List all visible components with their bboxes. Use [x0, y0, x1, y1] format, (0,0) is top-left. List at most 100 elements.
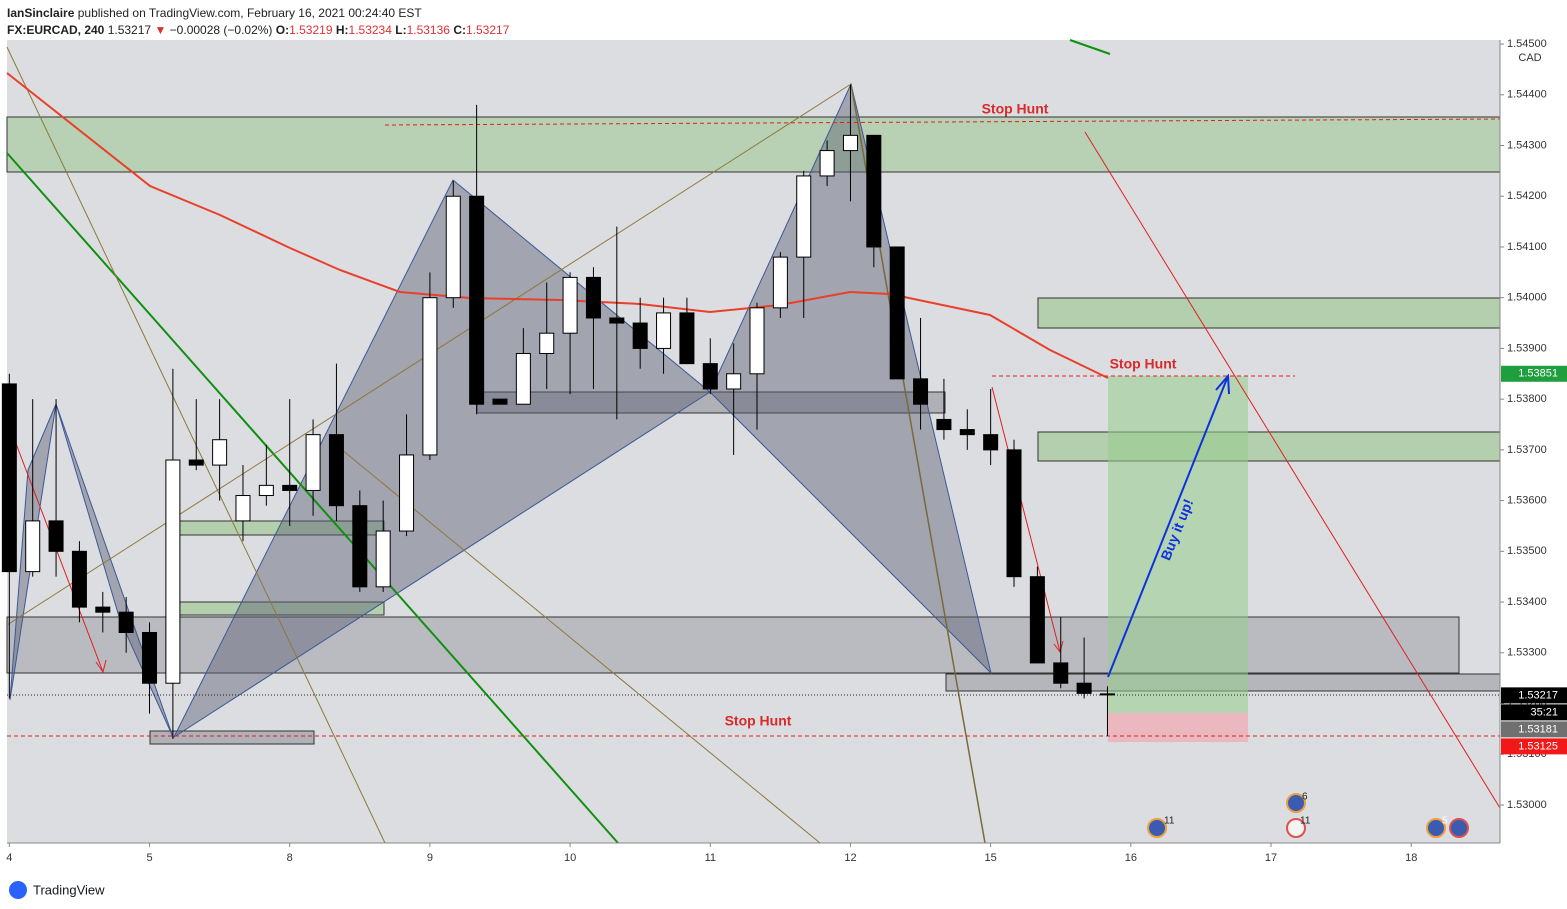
candle-body: [749, 307, 765, 375]
footer: TradingView: [33, 882, 105, 897]
candle-body: [188, 459, 204, 466]
candle-body: [515, 352, 531, 405]
event-count: 11: [1164, 816, 1175, 827]
candle-body: [328, 434, 344, 507]
header: IanSinclaire published on TradingView.co…: [7, 5, 509, 39]
arrow: [1107, 375, 1229, 678]
x-tick-label: 5: [146, 852, 152, 864]
price-tag-label: 1.53851: [1518, 368, 1558, 380]
arrow: [991, 386, 1061, 653]
candle-body: [796, 175, 812, 258]
candle-body: [212, 439, 228, 466]
supply-zone: [6, 116, 1501, 173]
annotation: Stop Hunt: [725, 713, 792, 729]
candle-body: [1053, 662, 1069, 684]
candle-body: [842, 134, 858, 152]
trend-line: [1069, 39, 1111, 55]
candle-body: [25, 520, 41, 573]
published: published on TradingView.com, February 1…: [77, 6, 422, 20]
x-tick-label: 4: [6, 852, 12, 864]
candle-body: [422, 297, 438, 456]
x-tick-label: 16: [1125, 852, 1137, 864]
price-tag-label: 1.53181: [1518, 723, 1558, 735]
y-tick-label: 1.54100: [1507, 241, 1547, 253]
change: −0.00028 (−0.02%): [169, 23, 273, 37]
candle-body: [866, 134, 882, 248]
h-label: H:: [335, 23, 349, 37]
event-badge: [1449, 818, 1469, 838]
logo: TradingView: [9, 881, 105, 899]
candle-body: [399, 454, 415, 532]
trend-line: [1084, 131, 1501, 809]
candle-body: [959, 429, 975, 436]
zone: [1037, 431, 1501, 462]
event-count: 6: [1302, 792, 1308, 803]
arrow-head: [1215, 373, 1230, 395]
price-tag-label: 1.53217: [1518, 689, 1558, 701]
candle-body: [983, 434, 999, 451]
candle-body: [118, 611, 134, 633]
zone: [149, 730, 315, 745]
y-tick-label: 1.53700: [1507, 444, 1547, 456]
l: 1.53136: [406, 23, 450, 37]
y-tick-label: 1.53600: [1507, 495, 1547, 507]
price: 1.53217: [107, 23, 152, 37]
candle-body: [539, 332, 555, 354]
price-tag: [1501, 687, 1567, 704]
candle-body: [819, 150, 835, 177]
candle-body: [726, 373, 742, 390]
candle-body: [585, 276, 601, 319]
candle-body: [609, 317, 625, 324]
candle-body: [702, 363, 718, 390]
candle-body: [48, 520, 64, 552]
price-tag-label: 1.53125: [1518, 740, 1558, 752]
candle-body: [889, 246, 905, 380]
candle-body: [1099, 693, 1115, 696]
candle-body: [305, 434, 321, 491]
candle-body: [936, 418, 952, 431]
event-badge: [1286, 793, 1306, 813]
event-count: 5: [1442, 816, 1448, 827]
x-tick-label: 17: [1265, 852, 1277, 864]
price-tag-label: 35:21: [1530, 706, 1558, 718]
y-tick-label: 1.53400: [1507, 596, 1547, 608]
candle-body: [165, 459, 181, 684]
o-label: O:: [275, 23, 290, 37]
c: 1.53217: [465, 23, 510, 37]
l-label: L:: [395, 23, 407, 37]
x-tick-label: 10: [564, 852, 576, 864]
long-target: [1108, 376, 1248, 713]
candle-body: [492, 398, 508, 405]
trend-line: [6, 152, 619, 844]
candles: [1, 84, 1115, 740]
candle-body: [1076, 682, 1092, 694]
x-tick-label: 15: [985, 852, 997, 864]
price-tag: [1501, 365, 1567, 382]
events: 11 6 11 5: [1147, 792, 1469, 838]
o: 1.53219: [289, 23, 333, 37]
candle-body: [95, 606, 111, 613]
zone: [1037, 297, 1501, 329]
candle-body: [562, 276, 578, 334]
y-tick-label: 1.54400: [1507, 89, 1547, 101]
x-tick-label: 12: [844, 852, 856, 864]
candle-body: [282, 484, 298, 491]
y-tick-label: 1.54500: [1507, 38, 1547, 50]
annotation: Stop Hunt: [1110, 356, 1177, 372]
event-count: 11: [1300, 816, 1311, 827]
candle-body: [632, 322, 648, 349]
y-tick-label: 1.54300: [1507, 139, 1547, 151]
y-tick-label: 1.54200: [1507, 190, 1547, 202]
x-tick-label: 11: [705, 852, 716, 864]
y-tick-label: 1.53300: [1507, 647, 1547, 659]
y-tick-label: 1.53500: [1507, 545, 1547, 557]
x-tick-label: 18: [1405, 852, 1417, 864]
candle-body: [1029, 576, 1045, 664]
candle-body: [71, 550, 87, 608]
event-badge: [1147, 818, 1167, 838]
candle-body: [142, 631, 158, 684]
price-tag: [1501, 704, 1567, 721]
h: 1.53234: [348, 23, 392, 37]
publish-line: IanSinclaire published on TradingView.co…: [7, 5, 509, 22]
